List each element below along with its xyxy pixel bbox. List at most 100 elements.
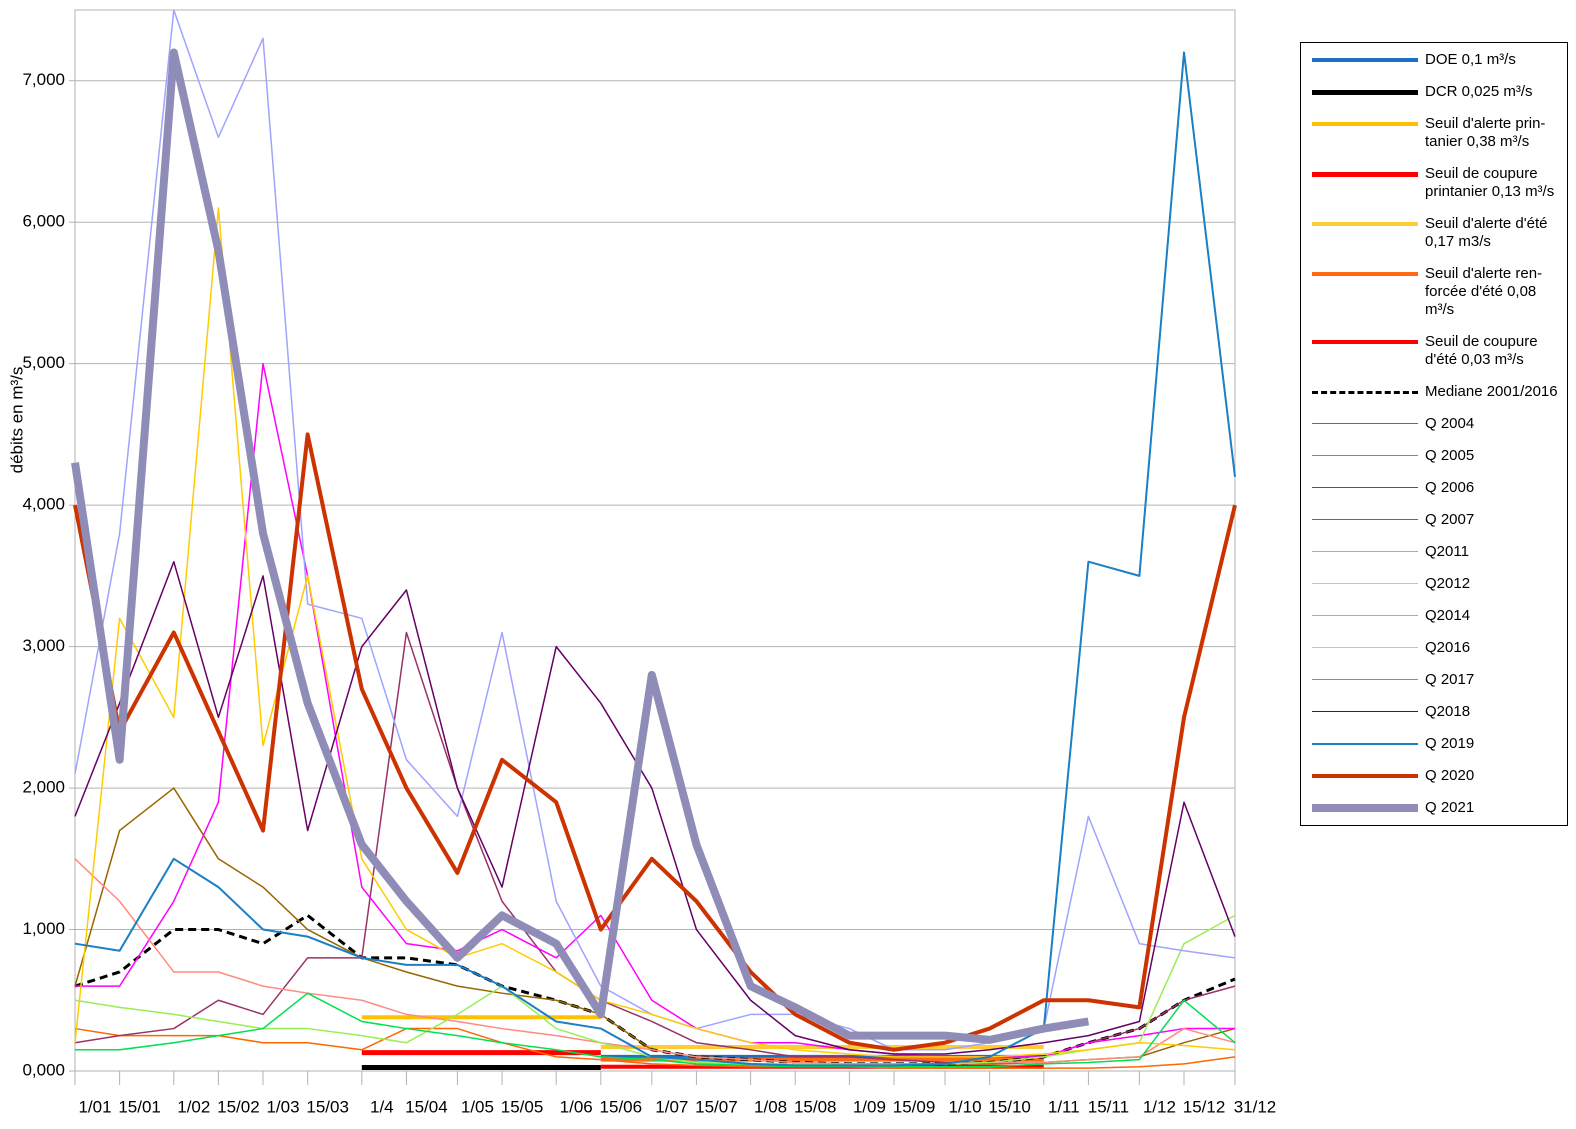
x-tick-label: 1/02 xyxy=(177,1097,210,1116)
x-tick-label: 15/01 xyxy=(118,1097,161,1116)
legend-swatch xyxy=(1312,272,1418,276)
legend-label: Q 2020 xyxy=(1425,767,1475,784)
legend-item: Q2018 xyxy=(1312,703,1567,721)
x-tick-label: 1/05 xyxy=(461,1097,494,1116)
series-line xyxy=(74,9,1236,1051)
legend-item: Mediane 2001/2016 xyxy=(1312,383,1567,401)
legend-label: Seuil d'alerte prin- tanier 0,38 m³/s xyxy=(1425,115,1546,150)
legend-swatch xyxy=(1312,583,1418,585)
legend: DOE 0,1 m³/s DCR 0,025 m³/s Seuil d'alerte… xyxy=(1300,42,1568,826)
x-tick-label: 1/10 xyxy=(948,1097,981,1116)
x-tick-label: 15/05 xyxy=(501,1097,544,1116)
legend-label: Seuil d'alerte ren- forcée d'été 0,08 m³… xyxy=(1425,265,1543,318)
plot-area xyxy=(74,9,1236,1072)
legend-item: Seuil d'alerte prin- tanier 0,38 m³/s xyxy=(1312,115,1567,151)
y-tick-label: 2,000 xyxy=(22,778,65,797)
y-tick-label: 0,000 xyxy=(22,1060,65,1079)
legend-label: Q 2019 xyxy=(1425,735,1475,752)
legend-item: Q 2019 xyxy=(1312,735,1567,753)
x-tick-label: 1/01 xyxy=(78,1097,111,1116)
series-line xyxy=(75,992,1236,1068)
legend-swatch xyxy=(1312,551,1418,553)
x-tick-label: 1/11 xyxy=(1048,1097,1080,1116)
legend-swatch xyxy=(1312,615,1418,617)
y-tick-label: 4,000 xyxy=(22,495,65,514)
legend-label: Q 2007 xyxy=(1425,511,1475,528)
legend-item: Q2016 xyxy=(1312,639,1567,657)
legend-item: Q 2005 xyxy=(1312,447,1567,465)
legend-swatch xyxy=(1312,487,1418,489)
legend-label: DOE 0,1 m³/s xyxy=(1425,51,1516,68)
legend-label: Q 2021 xyxy=(1425,799,1475,816)
series-line xyxy=(71,48,1090,1044)
legend-swatch xyxy=(1312,519,1418,521)
series-line xyxy=(73,432,1237,1052)
legend-label: Q 2005 xyxy=(1425,447,1475,464)
x-tick-label: 15/09 xyxy=(893,1097,936,1116)
legend-item: Seuil d'alerte ren- forcée d'été 0,08 m³… xyxy=(1312,265,1567,319)
y-axis-label: débits en m³/s xyxy=(7,367,26,474)
legend-item: Q 2020 xyxy=(1312,767,1567,785)
legend-item: Seuil de coupure d'été 0,03 m³/s xyxy=(1312,333,1567,369)
legend-item: Q 2006 xyxy=(1312,479,1567,497)
x-tick-label: 15/11 xyxy=(1088,1097,1129,1116)
legend-swatch xyxy=(1312,340,1418,344)
series-line xyxy=(74,1027,1236,1069)
x-tick-label: 1/4 xyxy=(370,1097,394,1116)
legend-swatch xyxy=(1312,171,1418,177)
x-tick-label: 15/07 xyxy=(695,1097,738,1116)
x-tick-label: 15/10 xyxy=(988,1097,1031,1116)
legend-swatch xyxy=(1312,390,1418,394)
legend-item: Q2014 xyxy=(1312,607,1567,625)
x-tick-label: 1/12 xyxy=(1143,1097,1176,1116)
legend-swatch xyxy=(1312,804,1418,812)
y-tick-label: 1,000 xyxy=(22,919,65,938)
legend-swatch xyxy=(1312,423,1418,425)
legend-item: Seuil de coupure printanier 0,13 m³/s xyxy=(1312,165,1567,201)
x-tick-label: 15/03 xyxy=(306,1097,349,1116)
legend-label: Q 2017 xyxy=(1425,671,1475,688)
legend-swatch xyxy=(1312,455,1418,457)
legend-item: DCR 0,025 m³/s xyxy=(1312,83,1567,101)
series-line xyxy=(74,858,1236,1065)
legend-label: Q 2004 xyxy=(1425,415,1475,432)
x-tick-label: 1/06 xyxy=(560,1097,593,1116)
legend-item: DOE 0,1 m³/s xyxy=(1312,51,1567,69)
legend-label: DCR 0,025 m³/s xyxy=(1425,83,1533,100)
legend-swatch xyxy=(1312,711,1418,713)
y-tick-label: 6,000 xyxy=(22,212,65,231)
y-tick-label: 7,000 xyxy=(22,70,65,89)
x-tick-label: 15/06 xyxy=(600,1097,643,1116)
legend-item: Q2011 xyxy=(1312,543,1567,561)
x-tick-label: 1/07 xyxy=(655,1097,688,1116)
x-tick-label: 1/09 xyxy=(853,1097,886,1116)
legend-swatch xyxy=(1312,89,1418,95)
legend-swatch xyxy=(1312,122,1418,126)
legend-item: Q 2017 xyxy=(1312,671,1567,689)
legend-label: Q2011 xyxy=(1425,543,1469,560)
y-tick-label: 5,000 xyxy=(22,353,65,372)
legend-item: Q 2004 xyxy=(1312,415,1567,433)
series-line xyxy=(74,207,1236,1058)
legend-swatch xyxy=(1312,58,1418,62)
legend-label: Q2018 xyxy=(1425,703,1471,720)
legend-item: Q 2007 xyxy=(1312,511,1567,529)
legend-label: Q2012 xyxy=(1425,575,1471,592)
legend-item: Q 2021 xyxy=(1312,799,1567,817)
legend-item: Seuil d'alerte d'été 0,17 m3/s xyxy=(1312,215,1567,251)
x-tick-label: 15/08 xyxy=(794,1097,837,1116)
x-tick-label: 15/02 xyxy=(217,1097,260,1116)
legend-label: Seuil de coupure printanier 0,13 m³/s xyxy=(1425,165,1555,200)
legend-swatch xyxy=(1312,647,1418,649)
series-line xyxy=(74,51,1236,1067)
legend-label: Seuil de coupure d'été 0,03 m³/s xyxy=(1425,333,1538,368)
series-line xyxy=(74,914,1236,1067)
legend-label: Q 2006 xyxy=(1425,479,1475,496)
series-line xyxy=(74,560,1236,1055)
legend-item: Q2012 xyxy=(1312,575,1567,593)
x-tick-label: 15/12 xyxy=(1183,1097,1226,1116)
x-tick-label: 1/08 xyxy=(754,1097,787,1116)
series-line xyxy=(74,913,1236,1066)
